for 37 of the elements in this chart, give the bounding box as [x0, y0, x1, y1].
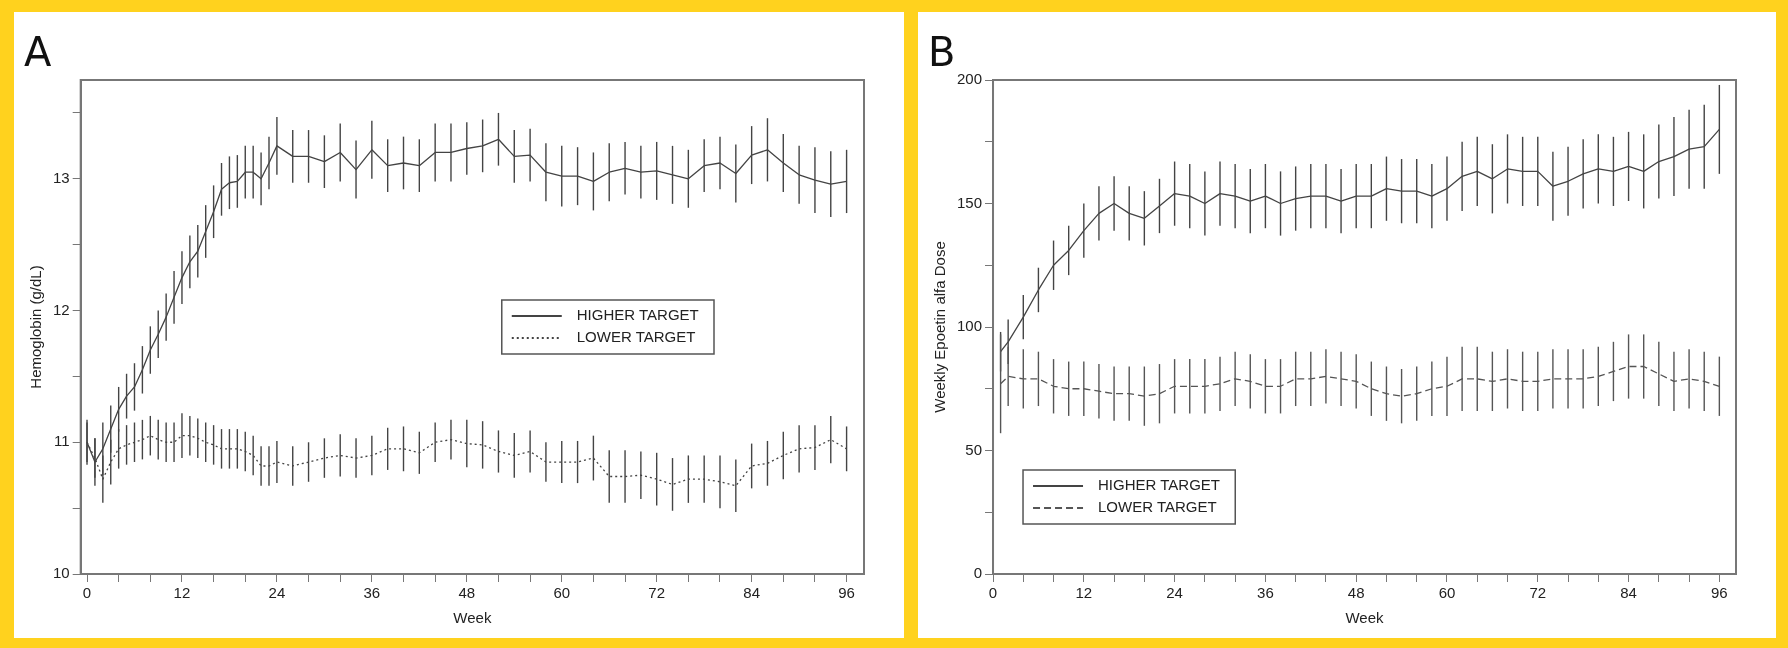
- x-tick-label: 96: [1711, 584, 1728, 602]
- x-axis-title: Week: [1345, 609, 1385, 627]
- chart-title: B: [928, 29, 956, 76]
- y-tick-label: 150: [957, 193, 983, 211]
- y-tick-label: 11: [54, 432, 70, 450]
- x-tick-label: 48: [1347, 584, 1365, 602]
- y-tick-label: 0: [973, 564, 983, 582]
- x-tick-label: 60: [553, 584, 571, 602]
- x-tick-label: 24: [1166, 584, 1183, 602]
- x-tick-label: 84: [743, 584, 760, 602]
- x-tick-label: 12: [1075, 584, 1093, 602]
- x-tick-label: 0: [82, 584, 92, 602]
- x-tick-label: 84: [1620, 584, 1637, 602]
- x-tick-label: 36: [363, 584, 381, 602]
- y-tick-label: 10: [53, 564, 70, 582]
- y-tick-label: 12: [53, 300, 70, 318]
- x-tick-label: 48: [458, 584, 476, 602]
- x-tick-label: 96: [838, 584, 855, 602]
- x-tick-label: 72: [648, 584, 666, 602]
- x-tick-label: 60: [1438, 584, 1456, 602]
- x-tick-label: 0: [988, 584, 998, 602]
- y-axis-title: Weekly Epoetin alfa Dose: [931, 241, 949, 413]
- legend-label: LOWER TARGET: [1098, 498, 1217, 516]
- legend-label: LOWER TARGET: [576, 328, 696, 346]
- legend-label: HIGHER TARGET: [1098, 476, 1220, 494]
- y-tick-label: 50: [965, 440, 983, 458]
- x-tick-label: 12: [173, 584, 191, 602]
- x-axis-title: Week: [453, 609, 492, 627]
- y-tick-label: 200: [957, 70, 983, 88]
- legend-label: HIGHER TARGET: [576, 306, 699, 324]
- x-tick-label: 24: [268, 584, 286, 602]
- x-tick-label: 36: [1257, 584, 1274, 602]
- y-tick-label: 100: [957, 317, 983, 335]
- x-tick-label: 72: [1529, 584, 1547, 602]
- y-tick-label: 13: [53, 168, 70, 186]
- chart-title: A: [24, 29, 52, 76]
- y-axis-title: Hemoglobin (g/dL): [27, 265, 45, 389]
